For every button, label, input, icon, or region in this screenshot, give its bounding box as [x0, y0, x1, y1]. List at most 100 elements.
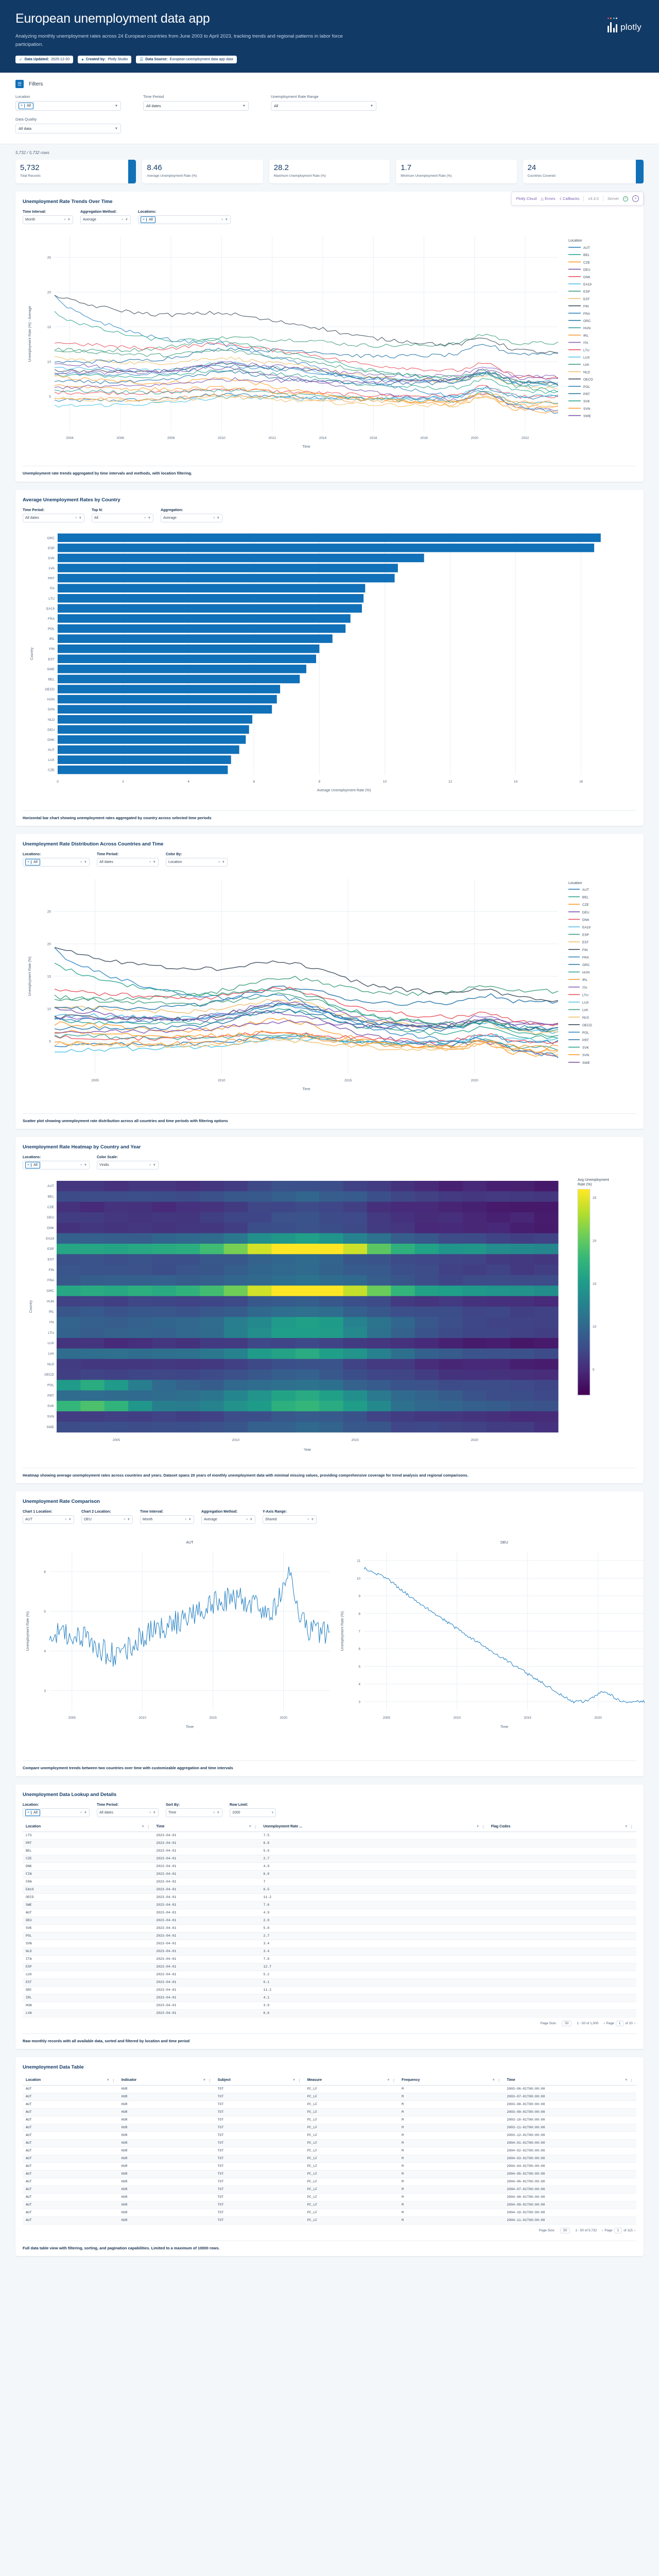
table-row[interactable]: AUT HUR TOT PC_LF M 2003-10-01T00:00:00: [23, 2116, 636, 2124]
table-row[interactable]: AUT HUR TOT PC_LF M 2004-03-01T00:00:00: [23, 2155, 636, 2163]
chevron-down-icon[interactable]: ▼: [216, 1810, 220, 1815]
table-row[interactable]: AUT HUR TOT PC_LF M 2003-06-01T00:00:00: [23, 2085, 636, 2093]
chevron-down-icon[interactable]: ▼: [115, 104, 118, 108]
stepper-icon[interactable]: ▾: [271, 1811, 273, 1815]
table-row[interactable]: AUT HUR TOT PC_LF M 2004-07-01T00:00:00: [23, 2185, 636, 2194]
clear-icon[interactable]: ×: [221, 218, 223, 222]
clear-icon[interactable]: ×: [80, 1810, 82, 1815]
table-row[interactable]: FIN 2023-04-01 6.9: [23, 1870, 636, 1878]
chevron-down-icon[interactable]: ▼: [83, 1163, 87, 1167]
color-scale-select[interactable]: Viridis × ▼: [97, 1161, 159, 1170]
time-period-select[interactable]: All dates ▼: [143, 101, 249, 111]
chevron-down-icon[interactable]: ▼: [125, 218, 128, 222]
column-header[interactable]: Time ▼ ⋮: [504, 2075, 636, 2086]
chip-remove-icon[interactable]: ×: [141, 218, 147, 222]
chevron-down-icon[interactable]: ▼: [249, 1518, 253, 1522]
chevron-down-icon[interactable]: ▼: [67, 218, 71, 222]
filter-icon[interactable]: ▼: [492, 2078, 495, 2082]
table-row[interactable]: GRC 2023-04-01 11.2: [23, 1986, 636, 1994]
page-input[interactable]: 1: [615, 2020, 624, 2026]
filter-icon[interactable]: ▼: [292, 2078, 296, 2082]
filter-icon[interactable]: ▼: [248, 1824, 252, 1828]
chevron-down-icon[interactable]: ▼: [370, 104, 373, 108]
table-row[interactable]: PRT 2023-04-01 6.8: [23, 1839, 636, 1848]
filter-icon[interactable]: ▼: [387, 2078, 390, 2082]
column-resize-handle[interactable]: ⋮: [481, 1825, 485, 1829]
aggregation-method-select[interactable]: Average × ▼: [80, 215, 131, 225]
clear-icon[interactable]: ×: [63, 218, 66, 222]
filter-icon[interactable]: ▼: [476, 1824, 480, 1828]
location-select[interactable]: × All × ▼: [23, 1808, 90, 1817]
clear-icon[interactable]: ×: [80, 1163, 82, 1167]
chip-remove-icon[interactable]: ×: [19, 104, 25, 108]
chevron-down-icon[interactable]: ▼: [188, 1518, 192, 1522]
data-quality-select[interactable]: All data ▼: [15, 124, 121, 134]
time-interval-select[interactable]: Month × ▼: [23, 215, 73, 225]
column-resize-handle[interactable]: ⋮: [146, 1825, 150, 1829]
clear-icon[interactable]: ×: [307, 1518, 309, 1522]
table-row[interactable]: AUT HUR TOT PC_LF M 2003-11-01T00:00:00: [23, 2124, 636, 2132]
chevron-down-icon[interactable]: ▼: [221, 860, 225, 864]
table-row[interactable]: AUT HUR TOT PC_LF M 2003-12-01T00:00:00: [23, 2131, 636, 2140]
column-header[interactable]: Measure ▼ ⋮: [304, 2075, 399, 2086]
chart2-location-select[interactable]: DEU × ▼: [81, 1515, 133, 1524]
trends-line-chart[interactable]: 5 10 15 20 25 2004 2006 2008 2010 2012 2014 2016 201…: [23, 229, 636, 463]
table-row[interactable]: BEL 2023-04-01 5.6: [23, 1847, 636, 1855]
column-header[interactable]: Time ▼ ⋮: [153, 1822, 261, 1832]
table-row[interactable]: FRA 2023-04-01 7: [23, 1878, 636, 1886]
chevron-down-icon[interactable]: ▼: [152, 1163, 156, 1167]
clear-icon[interactable]: ×: [218, 860, 220, 864]
column-header[interactable]: Location ▼ ⋮: [23, 1822, 153, 1832]
chevron-down-icon[interactable]: ▼: [78, 516, 82, 520]
filter-icon[interactable]: ▼: [106, 2078, 110, 2082]
country-year-heatmap[interactable]: AUT BEL CZE DEU DNK EA19 ESP EST FIN FRA GRC HUN IRL…: [23, 1175, 636, 1465]
table-row[interactable]: LVA 2023-04-01 6.6: [23, 2009, 636, 2018]
data-table-pagination[interactable]: Page Size: 50 1 - 50 of 5,732 ‹ Page 1 o…: [23, 2225, 636, 2238]
location-chip[interactable]: × All: [25, 1162, 40, 1169]
time-period-select[interactable]: All dates × ▼: [23, 513, 84, 522]
chevron-down-icon[interactable]: ▼: [68, 1518, 72, 1522]
chevron-down-icon[interactable]: ▼: [152, 860, 156, 864]
location-chip[interactable]: × All: [25, 1809, 40, 1816]
chip-remove-icon[interactable]: ×: [26, 1163, 32, 1167]
sort-by-select[interactable]: Time × ▼: [166, 1808, 222, 1817]
table-row[interactable]: LTU 2023-04-01 7.5: [23, 1832, 636, 1840]
location-chip[interactable]: × All: [25, 858, 40, 866]
table-row[interactable]: AUT HUR TOT PC_LF M 2003-07-01T00:00:00: [23, 2093, 636, 2101]
table-row[interactable]: IRL 2023-04-01 4.1: [23, 1994, 636, 2002]
chip-remove-icon[interactable]: ×: [26, 1810, 32, 1815]
column-resize-handle[interactable]: ⋮: [208, 2078, 212, 2082]
column-header[interactable]: Flag Codes ▼ ⋮: [488, 1822, 636, 1832]
column-resize-handle[interactable]: ⋮: [298, 2078, 301, 2082]
clear-icon[interactable]: ×: [121, 218, 124, 222]
collapse-toolbar-icon[interactable]: »: [632, 195, 639, 202]
lookup-table-body[interactable]: LTU 2023-04-01 7.5 PRT 2023-04-01 6.8 BEL 2023-…: [23, 1832, 636, 2018]
clear-icon[interactable]: ×: [80, 860, 82, 864]
table-row[interactable]: ITA 2023-04-01 7.8: [23, 1955, 636, 1963]
chevron-down-icon[interactable]: ▼: [310, 1518, 314, 1522]
clear-icon[interactable]: ×: [144, 516, 146, 520]
time-period-select[interactable]: All dates × ▼: [97, 1808, 159, 1817]
column-header[interactable]: Indicator ▼ ⋮: [118, 2075, 215, 2086]
table-row[interactable]: OECD 2023-04-01 11.2: [23, 1893, 636, 1902]
clear-icon[interactable]: ×: [75, 516, 77, 520]
table-row[interactable]: AUT HUR TOT PC_LF M 2004-06-01T00:00:00: [23, 2178, 636, 2186]
chevron-down-icon[interactable]: ▼: [152, 1810, 156, 1815]
chevron-down-icon[interactable]: ▼: [83, 860, 87, 864]
filter-icon[interactable]: ▼: [625, 1824, 628, 1828]
column-resize-handle[interactable]: ⋮: [112, 2078, 115, 2082]
data-table[interactable]: Location ▼ ⋮ Indicator ▼ ⋮ Subject ▼ ⋮ Measure ▼ ⋮ F…: [23, 2075, 636, 2225]
clear-icon[interactable]: ×: [149, 1810, 151, 1815]
table-row[interactable]: LUX 2023-04-01 5.2: [23, 1971, 636, 1979]
location-chip[interactable]: × All: [19, 103, 33, 110]
column-header[interactable]: Location ▼ ⋮: [23, 2075, 118, 2086]
chart1-location-select[interactable]: AUT × ▼: [23, 1515, 74, 1524]
table-row[interactable]: AUT HUR TOT PC_LF M 2004-02-01T00:00:00: [23, 2147, 636, 2155]
clear-icon[interactable]: ×: [184, 1518, 187, 1522]
aggregation-method-select[interactable]: Average × ▼: [201, 1515, 255, 1524]
color-by-select[interactable]: Location × ▼: [166, 857, 228, 867]
errors-link[interactable]: △ Errors: [541, 196, 556, 201]
table-row[interactable]: AUT HUR TOT PC_LF M 2004-01-01T00:00:00: [23, 2139, 636, 2147]
chevron-down-icon[interactable]: ▼: [83, 1810, 87, 1815]
column-resize-handle[interactable]: ⋮: [497, 2078, 501, 2082]
